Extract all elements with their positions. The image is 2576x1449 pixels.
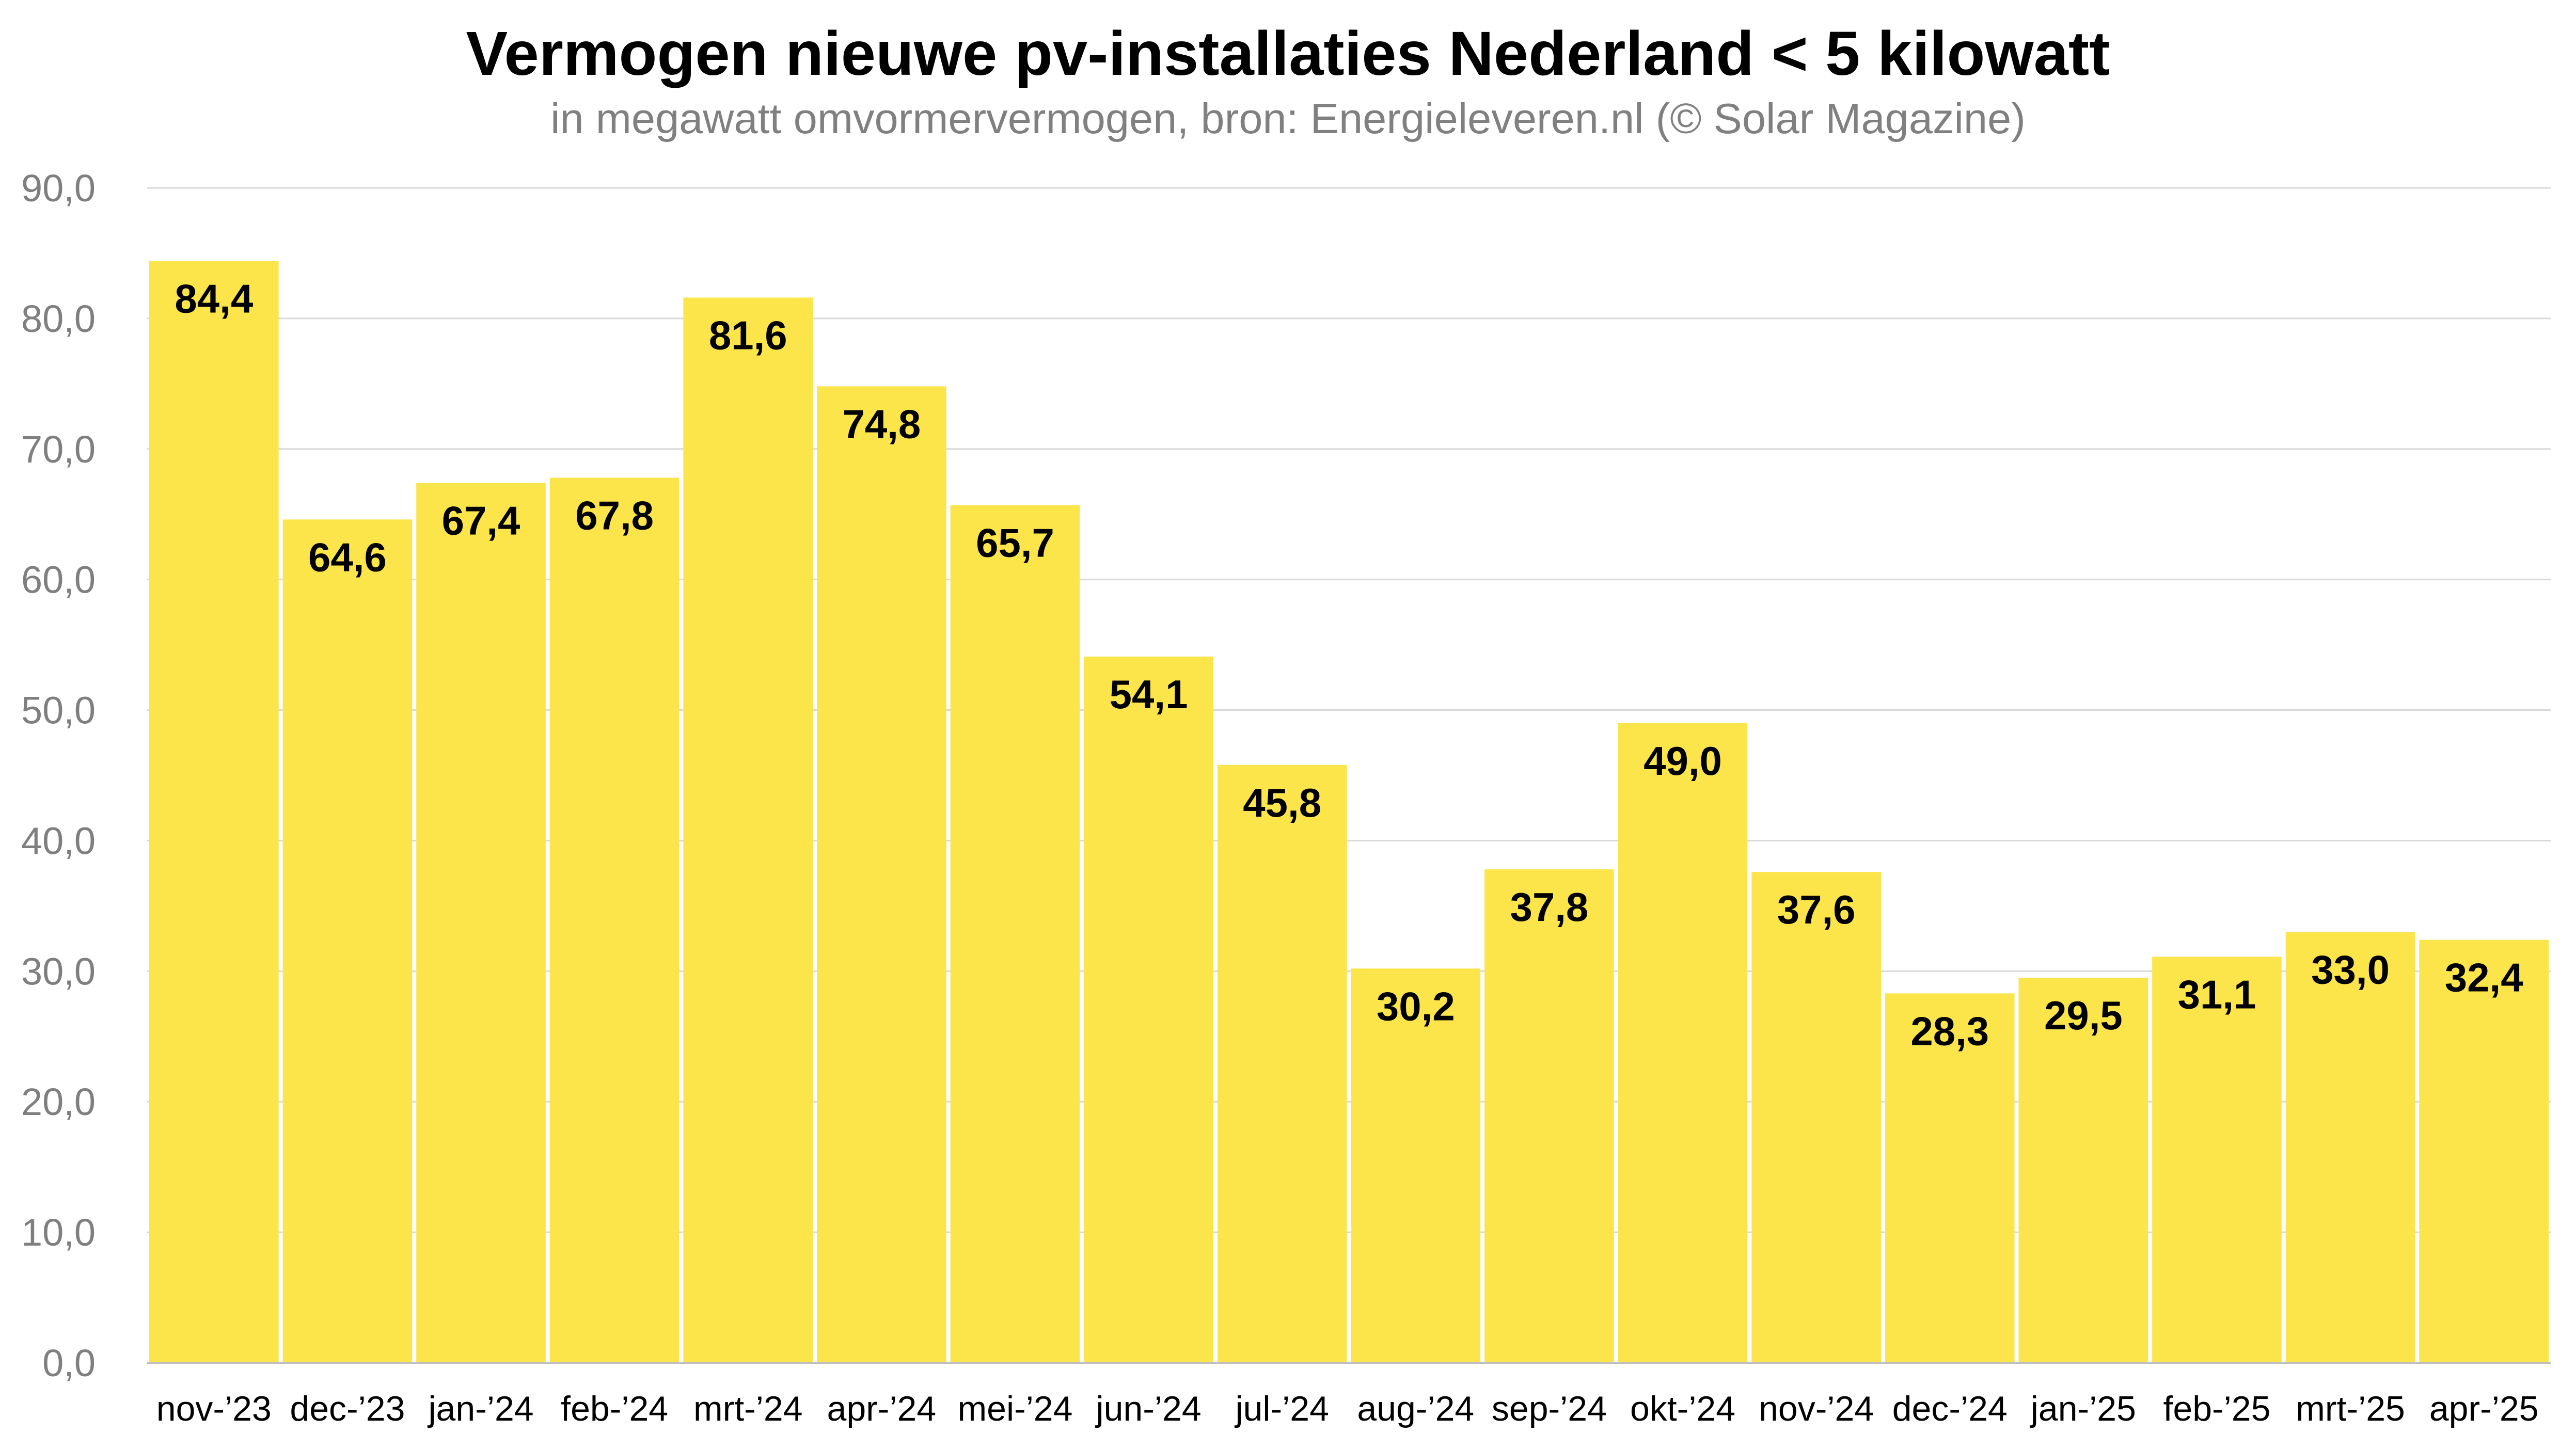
bar [1751,872,1881,1363]
bar [2285,932,2415,1363]
data-label: 67,8 [575,492,654,538]
bar [282,519,413,1363]
x-category-label: feb-’25 [2163,1389,2271,1428]
bar [1084,656,1213,1363]
chart-subtitle: in megawatt omvormervermogen, bron: Ener… [550,94,2026,142]
data-label: 30,2 [1377,983,1455,1029]
x-category-label: mei-’24 [957,1389,1072,1428]
x-category-label: jun-’24 [1095,1389,1202,1428]
data-labels: 84,4 64,6 67,4 67,8 81,6 74,8 65,7 54,1 45,8 30,2… [175,276,2523,1054]
x-category-label: nov-’24 [1759,1389,1874,1428]
bar [2152,957,2282,1363]
data-label: 29,5 [2044,993,2123,1038]
bar [416,483,546,1363]
bar [1618,723,1748,1363]
x-category-label: mrt-’24 [693,1389,803,1428]
x-category-label: sep-’24 [1492,1389,1607,1428]
y-tick-label: 30,0 [21,950,96,993]
y-tick-label: 50,0 [21,689,96,732]
data-label: 33,0 [2311,947,2390,992]
data-label: 32,4 [2445,955,2523,1000]
data-label: 81,6 [709,312,787,358]
data-label: 54,1 [1110,672,1188,717]
bar [1484,869,1614,1363]
x-category-label: mrt-’25 [2296,1389,2405,1428]
bar [149,261,279,1363]
x-category-label: dec-’23 [290,1389,405,1428]
x-category-label: apr-’24 [827,1389,937,1428]
bars [149,261,2549,1363]
bar [1885,993,2015,1363]
x-axis-categories: nov-’23 dec-’23 jan-’24 feb-’24 mrt-’24 apr-’… [156,1389,2539,1428]
data-label: 67,4 [442,498,520,544]
x-category-label: jul-’24 [1234,1389,1329,1428]
x-category-label: nov-’23 [156,1389,272,1428]
data-label: 49,0 [1643,738,1722,784]
x-category-label: feb-’24 [561,1389,668,1428]
bar [1351,968,1481,1363]
data-label: 37,6 [1777,887,1856,932]
x-category-label: okt-’24 [1630,1389,1735,1428]
bar [549,477,679,1363]
y-tick-label: 60,0 [21,559,96,601]
bar [950,505,1080,1363]
data-label: 37,8 [1510,884,1589,930]
x-category-label: aug-’24 [1357,1389,1474,1428]
y-tick-label: 0,0 [42,1342,96,1384]
x-category-label: dec-’24 [1892,1389,2008,1428]
y-tick-label: 70,0 [21,428,96,471]
gridlines [147,187,2551,1233]
y-tick-label: 90,0 [21,167,96,210]
bar [2419,940,2549,1363]
data-label: 31,1 [2178,972,2256,1017]
y-tick-label: 40,0 [21,819,96,862]
data-label: 84,4 [175,276,253,322]
bar [817,386,946,1363]
x-category-label: apr-’25 [2429,1389,2539,1428]
x-category-label: jan-’25 [2030,1389,2136,1428]
y-tick-label: 10,0 [21,1211,96,1254]
data-label: 28,3 [1910,1008,1989,1054]
data-label: 74,8 [842,401,921,447]
y-tick-label: 20,0 [21,1080,96,1123]
data-label: 65,7 [976,520,1054,566]
chart-title: Vermogen nieuwe pv-installaties Nederlan… [466,18,2110,88]
bar [2018,977,2148,1363]
bar [683,297,813,1363]
data-label: 45,8 [1243,780,1321,825]
y-tick-label: 80,0 [21,297,96,340]
y-axis-ticks: 0,0 10,0 20,0 30,0 40,0 50,0 60,0 70,0 80,0 90,0 [21,167,96,1384]
x-category-label: jan-’24 [427,1389,533,1428]
data-label: 64,6 [308,534,387,580]
bar [1217,765,1347,1363]
